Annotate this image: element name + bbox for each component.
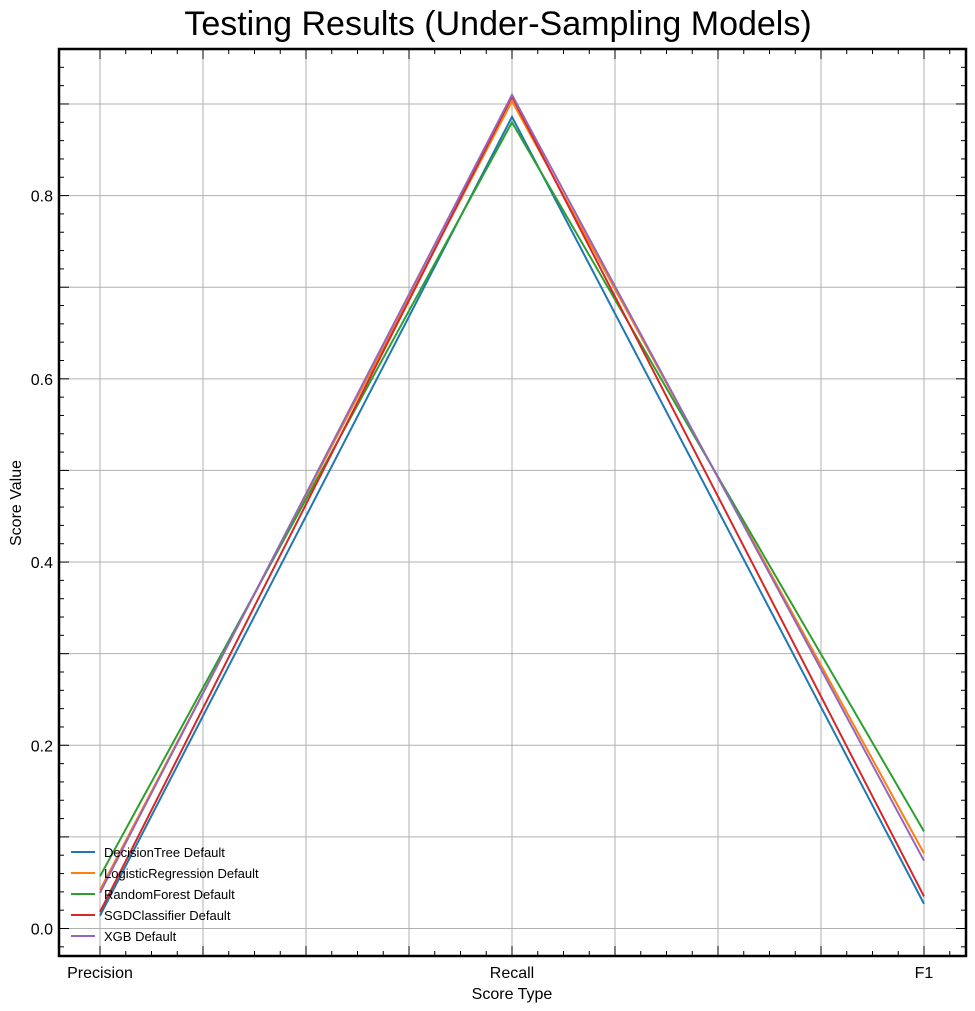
- legend-label: DecisionTree Default: [104, 845, 225, 860]
- y-axis-label: Score Value: [8, 460, 25, 546]
- y-tick-label: 0.4: [31, 555, 53, 572]
- chart-title: Testing Results (Under-Sampling Models): [184, 5, 811, 43]
- x-axis-label: Score Type: [472, 986, 553, 1003]
- x-tick-label: Recall: [490, 965, 534, 982]
- legend-label: SGDClassifier Default: [104, 908, 231, 923]
- legend-label: RandomForest Default: [104, 887, 235, 902]
- x-tick-labels: Precision Recall F1: [67, 965, 933, 982]
- legend-label: XGB Default: [104, 929, 177, 944]
- grid-lines: [59, 49, 966, 956]
- y-tick-label: 0.8: [31, 189, 53, 206]
- x-tick-label: Precision: [67, 965, 133, 982]
- legend: DecisionTree Default LogisticRegression D…: [71, 845, 259, 944]
- series-layer: [99, 92, 925, 917]
- legend-label: LogisticRegression Default: [104, 866, 259, 881]
- major-ticks: [59, 49, 966, 956]
- series-line: [99, 114, 925, 917]
- y-tick-labels: 0.0 0.2 0.4 0.6 0.8: [31, 189, 53, 939]
- y-tick-label: 0.2: [31, 738, 53, 755]
- series-line: [99, 92, 925, 894]
- x-tick-label: F1: [915, 965, 934, 982]
- y-tick-label: 0.0: [31, 922, 53, 939]
- y-tick-label: 0.6: [31, 372, 53, 389]
